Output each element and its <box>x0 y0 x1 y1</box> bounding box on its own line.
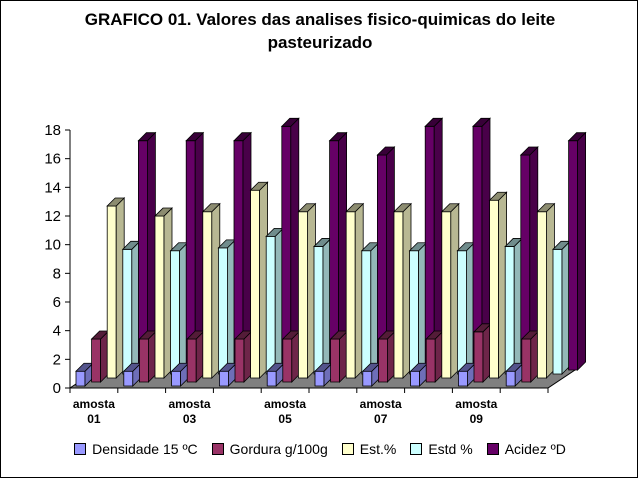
legend-swatch <box>74 443 87 455</box>
bar-2-8 <box>425 330 445 383</box>
bar-3-6 <box>345 202 365 379</box>
y-tick-label: 4 <box>53 323 61 340</box>
bar-1-9 <box>457 362 477 387</box>
bar-4-4 <box>265 227 285 375</box>
bar-5-9 <box>519 146 539 371</box>
bar-1-5 <box>266 362 286 387</box>
bar-2-2 <box>138 330 158 383</box>
bar-2-7 <box>377 330 397 383</box>
legend-label: Estd % <box>428 441 473 457</box>
bar-1-2 <box>122 362 142 387</box>
x-tick-label: amosta <box>360 397 402 411</box>
legend-label: Est.% <box>359 441 397 457</box>
bar-3-3 <box>201 202 221 379</box>
x-tick-label: amosta <box>455 397 497 411</box>
bar-2-1 <box>90 330 110 383</box>
bar-4-1 <box>121 240 141 375</box>
bar-1-3 <box>170 362 190 387</box>
legend-label: Acidez ºD <box>504 441 566 457</box>
y-tick-label: 6 <box>53 294 61 311</box>
bar-3-8 <box>440 202 460 379</box>
bar-2-9 <box>473 322 492 383</box>
bar-4-2 <box>169 241 189 375</box>
bar-1-8 <box>409 362 429 387</box>
legend-item: Acidez ºD <box>486 441 566 457</box>
legend-swatch <box>341 443 354 455</box>
bar-3-4 <box>249 181 269 379</box>
legend-swatch <box>410 443 423 455</box>
legend-label: Densidade 15 ºC <box>92 441 198 457</box>
chart-title: GRAFICO 01. Valores das analises fisico-… <box>84 10 556 52</box>
bar-4-7 <box>408 241 428 375</box>
legend-label: Gordura g/100g <box>229 441 328 457</box>
y-tick-label: 10 <box>44 237 61 254</box>
bar-4-5 <box>313 237 332 375</box>
bar-3-7 <box>393 202 412 379</box>
bar-5-7 <box>424 117 444 371</box>
bar-2-5 <box>281 330 301 383</box>
bar-4-10 <box>552 240 571 375</box>
y-tick-label: 14 <box>44 179 61 196</box>
legend-item: Gordura g/100g <box>211 441 328 457</box>
bar-3-10 <box>536 202 556 379</box>
bar-4-6 <box>360 241 380 375</box>
x-tick-label: amosta <box>264 397 306 411</box>
chart-legend: Densidade 15 ºC Gordura g/100g Est.% Estd %… <box>40 441 600 457</box>
legend-item: Estd % <box>410 441 473 457</box>
bar-5-6 <box>376 146 396 371</box>
bar-4-3 <box>217 238 237 375</box>
bar-chart-3d: 024681012141618amosta01amosta03amosta05a… <box>44 117 587 426</box>
bar-5-10 <box>567 131 587 371</box>
x-tick-label: 05 <box>278 412 292 426</box>
legend-swatch <box>211 443 224 455</box>
x-tick-label: amosta <box>168 397 210 411</box>
y-tick-label: 2 <box>53 351 61 368</box>
bar-5-3 <box>233 131 252 371</box>
x-tick-label: 01 <box>87 412 101 426</box>
y-tick-label: 12 <box>44 208 61 225</box>
bar-3-1 <box>106 197 126 379</box>
legend-item: Densidade 15 ºC <box>74 441 198 457</box>
bar-5-2 <box>185 131 205 371</box>
bar-3-5 <box>297 202 317 379</box>
legend-swatch <box>486 443 499 455</box>
bar-5-5 <box>328 131 348 371</box>
x-tick-label: 09 <box>470 412 484 426</box>
bar-3-9 <box>488 191 508 379</box>
x-tick-label: amosta <box>73 397 115 411</box>
bar-4-9 <box>504 237 524 375</box>
bar-3-2 <box>154 207 173 379</box>
bar-2-3 <box>186 330 206 383</box>
bar-2-4 <box>234 330 253 383</box>
y-tick-label: 16 <box>44 151 61 168</box>
bar-2-10 <box>520 330 540 383</box>
bar-2-6 <box>329 330 349 383</box>
bar-5-1 <box>137 131 157 371</box>
x-tick-label: 03 <box>183 412 197 426</box>
y-tick-label: 8 <box>53 265 61 282</box>
x-tick-label: 07 <box>374 412 388 426</box>
y-tick-label: 18 <box>44 122 61 139</box>
bar-4-8 <box>456 241 476 375</box>
legend-item: Est.% <box>341 441 397 457</box>
y-tick-label: 0 <box>53 380 61 397</box>
